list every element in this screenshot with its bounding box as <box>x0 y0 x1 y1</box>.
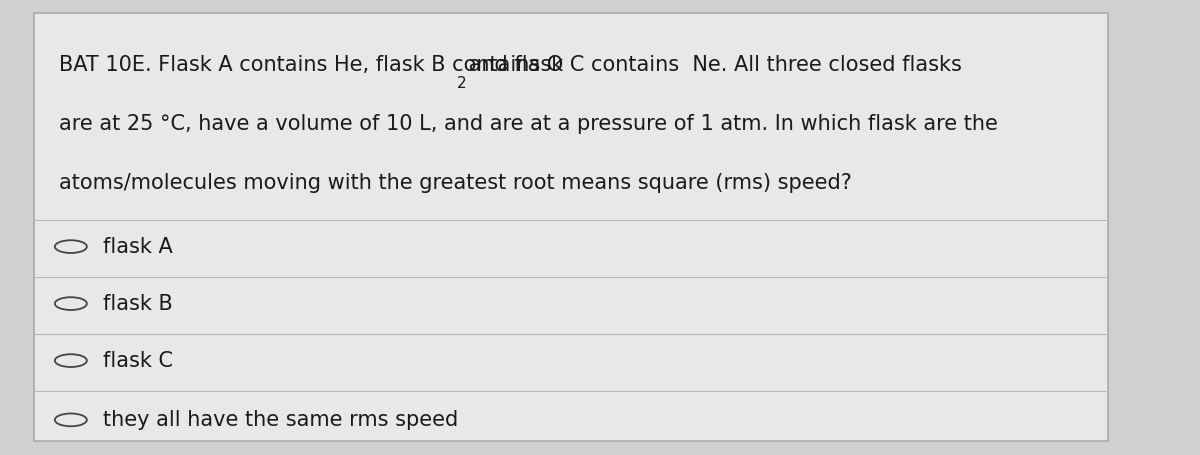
Text: flask A: flask A <box>103 237 173 257</box>
Text: BAT 10E. Flask A contains He, flask B contains O: BAT 10E. Flask A contains He, flask B co… <box>60 55 564 75</box>
Text: flask B: flask B <box>103 293 173 313</box>
Text: and flask C contains  Ne. All three closed flasks: and flask C contains Ne. All three close… <box>462 55 962 75</box>
Text: they all have the same rms speed: they all have the same rms speed <box>103 410 458 430</box>
FancyBboxPatch shape <box>35 14 1109 441</box>
Text: flask C: flask C <box>103 350 173 370</box>
Text: 2: 2 <box>457 76 467 91</box>
Text: are at 25 °C, have a volume of 10 L, and are at a pressure of 1 atm. In which fl: are at 25 °C, have a volume of 10 L, and… <box>60 114 998 134</box>
Text: atoms/molecules moving with the greatest root means square (rms) speed?: atoms/molecules moving with the greatest… <box>60 173 852 193</box>
